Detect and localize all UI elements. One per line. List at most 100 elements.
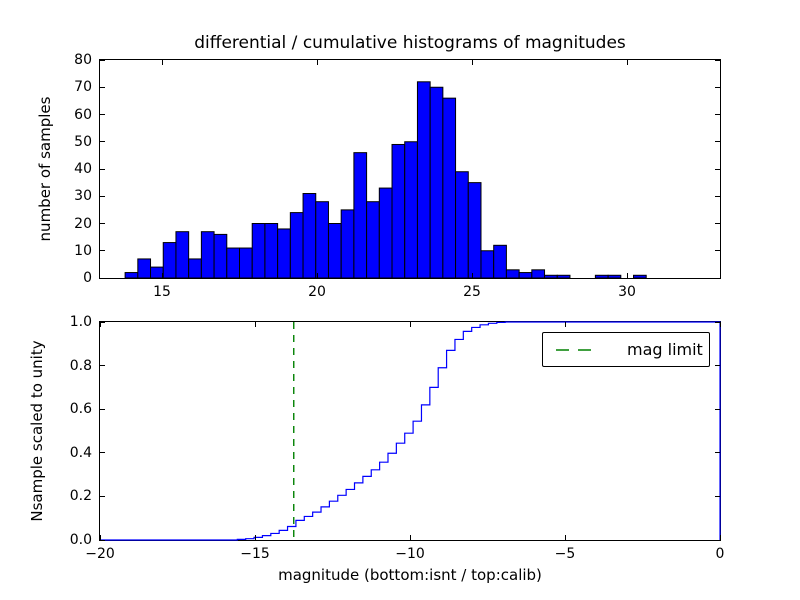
histogram-bar [633, 274, 647, 279]
y-tick-mark [100, 223, 105, 224]
histogram-bar [391, 143, 406, 279]
bottom-x-axis-label: magnitude (bottom:isnt / top:calib) [278, 566, 542, 584]
x-tick-mark [316, 273, 318, 278]
y-tick-mark-right [715, 408, 720, 410]
y-tick-mark-right [715, 168, 720, 170]
histogram-bar [404, 141, 418, 279]
legend-label: mag limit [627, 340, 703, 359]
x-tick-label: −5 [554, 546, 576, 562]
x-tick-mark [719, 535, 721, 540]
x-tick-mark-top [409, 322, 411, 327]
y-tick-mark [100, 408, 105, 410]
histogram-bar [366, 201, 380, 279]
y-tick-mark [100, 495, 105, 497]
y-tick-label: 0.4 [69, 444, 92, 461]
y-tick-mark-right [715, 223, 720, 224]
y-tick-label: 70 [74, 79, 92, 96]
histogram-bar [544, 274, 558, 279]
histogram-bar [162, 242, 177, 279]
x-tick-mark-top [99, 322, 101, 327]
x-tick-mark-top [161, 60, 163, 65]
histogram-bar [175, 231, 190, 279]
histogram-bar [505, 269, 520, 279]
x-tick-mark [564, 535, 566, 540]
x-tick-mark-top [626, 60, 628, 65]
y-tick-mark-right [715, 277, 720, 279]
y-tick-mark-right [715, 452, 720, 454]
y-tick-mark [100, 168, 105, 170]
y-tick-mark-right [715, 495, 720, 497]
y-tick-mark [100, 321, 105, 323]
cumulative-step-curve [100, 321, 721, 541]
y-tick-label: 0.0 [69, 532, 92, 548]
y-tick-label: 30 [74, 188, 92, 205]
histogram-bar [239, 247, 253, 279]
histogram-bar [327, 223, 342, 279]
y-tick-label: 40 [74, 161, 92, 177]
y-tick-label: 1.0 [69, 314, 92, 330]
x-tick-mark [254, 535, 256, 540]
x-tick-label: −15 [240, 546, 270, 562]
y-tick-mark-right [715, 141, 720, 143]
x-tick-label: 20 [308, 284, 326, 300]
x-tick-label: 30 [618, 284, 636, 300]
x-tick-mark-top [316, 60, 318, 65]
x-tick-label: −10 [395, 546, 425, 562]
top-axes-differential-histogram: 15 20 25 30 0 10 20 30 40 50 60 70 80 [74, 52, 721, 300]
y-tick-mark-right [715, 365, 720, 367]
histogram-bar [531, 269, 546, 279]
x-tick-mark-top [719, 322, 721, 327]
figure-title: differential / cumulative histograms of … [194, 33, 626, 53]
y-tick-mark-right [715, 321, 720, 323]
legend: mag limit [542, 332, 710, 367]
x-tick-label: −20 [85, 546, 115, 562]
histogram-bar [137, 258, 152, 279]
y-tick-mark [100, 277, 105, 279]
histogram-bar [277, 228, 291, 279]
x-tick-mark-top [471, 60, 473, 65]
y-tick-label: 0.8 [69, 357, 92, 374]
histogram-bar [315, 201, 329, 279]
histogram-bar [353, 152, 368, 279]
y-tick-mark-right [715, 86, 720, 88]
y-tick-mark [100, 86, 105, 88]
y-tick-label: 20 [74, 215, 92, 232]
y-tick-mark [100, 365, 105, 367]
histogram-bar [378, 187, 393, 279]
x-tick-mark [409, 535, 411, 540]
histogram-bar [226, 247, 241, 279]
x-tick-mark [626, 273, 628, 278]
y-tick-label: 0.2 [69, 488, 92, 505]
y-tick-label: 80 [74, 52, 92, 68]
y-tick-mark [100, 114, 105, 115]
histogram-bar [188, 258, 202, 279]
histogram-bar [518, 272, 533, 279]
bottom-y-axis-label: Nsample scaled to unity [28, 340, 46, 522]
x-tick-label: 25 [463, 284, 481, 300]
histogram-bar [200, 231, 215, 279]
histogram-bar [340, 209, 355, 279]
histogram-bar [467, 182, 482, 279]
y-tick-mark [100, 141, 105, 143]
y-tick-label: 60 [74, 106, 92, 123]
histogram-bar [429, 86, 444, 279]
x-tick-label: 15 [153, 284, 171, 300]
top-y-axis-label: number of samples [36, 96, 54, 242]
y-tick-label: 0.6 [69, 401, 92, 418]
histogram-bar [607, 274, 622, 279]
y-tick-label: 10 [74, 242, 92, 259]
y-tick-label: 50 [74, 133, 92, 150]
y-tick-mark [100, 452, 105, 454]
y-tick-mark [100, 195, 105, 197]
histogram-bar [455, 171, 469, 279]
x-tick-mark [161, 273, 163, 278]
histogram-plot-area [124, 81, 647, 279]
histogram-bar [264, 223, 279, 279]
histogram-bar [442, 97, 457, 279]
y-tick-mark [100, 539, 105, 541]
x-tick-mark-top [564, 322, 566, 327]
bottom-axes-cumulative-histogram: mag limit −20 −15 −10 −5 0 0.0 0.2 0.4 0.6 0.8 1.0 [70, 314, 725, 562]
x-tick-label: 0 [715, 546, 725, 562]
x-tick-mark-top [254, 322, 256, 327]
